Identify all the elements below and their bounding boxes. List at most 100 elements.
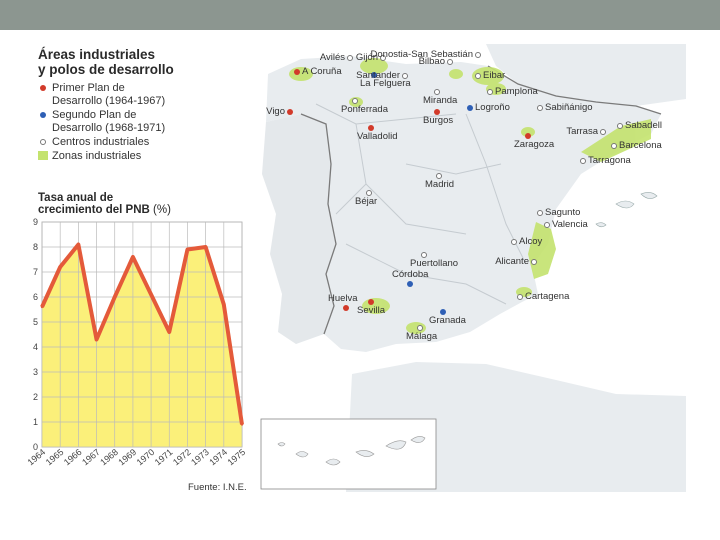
canary-inset [260, 418, 437, 490]
portugal-land [262, 114, 336, 344]
city-label: La Felguera [360, 78, 411, 89]
city-label: Miranda [423, 95, 458, 106]
city-center-marker [531, 259, 537, 265]
city-label: Tarragona [588, 155, 631, 166]
city-label: Bilbao [418, 56, 445, 67]
city-label: A Coruña [302, 66, 342, 77]
city-label: Puertollano [410, 258, 459, 269]
city-center-marker [402, 73, 408, 79]
city-label: Sabiñánigo [545, 102, 593, 113]
legend-label: Centros industriales [52, 136, 150, 148]
city-center-marker [417, 325, 423, 331]
city-center-marker [617, 123, 623, 129]
data-point [95, 338, 98, 341]
y-tick-label: 2 [33, 392, 38, 402]
city-center-marker [434, 89, 440, 95]
data-point [131, 255, 135, 259]
y-tick-label: 1 [33, 417, 38, 427]
y-tick-label: 8 [33, 242, 38, 252]
legend-label: Desarrollo (1968-1971) [52, 122, 166, 134]
x-tick-label: 1974 [207, 447, 229, 468]
y-tick-label: 7 [33, 267, 38, 277]
y-tick-label: 4 [33, 342, 38, 352]
city-center-marker [366, 190, 372, 196]
x-tick-label: 1972 [171, 447, 193, 468]
x-tick-label: 1967 [80, 447, 102, 468]
city-label: Córdoba [392, 269, 429, 280]
legend-item-centers: Centros industriales [38, 136, 165, 149]
city-center-marker [347, 55, 353, 61]
portugal-border [300, 113, 337, 335]
city-center-marker [537, 105, 543, 111]
city-center-marker [611, 143, 617, 149]
city-label: Gijón [355, 52, 378, 63]
city-label: Alcoy [519, 236, 543, 247]
city-label: Eibar [483, 70, 506, 81]
city-label: Ponferrada [341, 104, 389, 115]
x-tick-label: 1970 [135, 447, 157, 468]
city-center-marker [544, 222, 550, 228]
plan2-pole-marker [371, 72, 377, 78]
city-label: Burgos [423, 115, 454, 126]
spain-map [256, 44, 686, 492]
plan1-pole-marker [525, 133, 531, 139]
city-label: Madrid [425, 179, 455, 190]
chart-title-line-2: crecimiento del PNB [38, 204, 150, 216]
plan2-pole-marker [467, 105, 473, 111]
x-tick-label: 1965 [44, 447, 66, 468]
y-tick-label: 0 [33, 442, 38, 452]
city-label: Valladolid [357, 131, 398, 142]
x-tick-label: 1964 [26, 447, 48, 468]
city-label: Málaga [406, 331, 438, 342]
blue-dot-icon [40, 112, 46, 118]
city-label: Sabadell [625, 120, 662, 131]
slide-top-bar [0, 0, 720, 30]
legend-label: Zonas industriales [52, 150, 142, 162]
data-point [113, 295, 116, 299]
data-point [40, 305, 44, 309]
map-legend: Primer Plan de Desarrollo (1964-1967) Seg… [38, 82, 165, 164]
y-tick-label: 6 [33, 292, 38, 302]
city-label: Alicante [495, 256, 529, 267]
region-borders [315, 103, 527, 305]
area-fill [42, 244, 242, 447]
x-tick-label: 1966 [62, 447, 84, 468]
data-point [149, 293, 153, 296]
x-tick-label: 1968 [98, 447, 120, 468]
city-center-marker [537, 210, 543, 216]
city-label: Avilés [319, 52, 345, 63]
legend-item-plan1: Primer Plan de Desarrollo (1964-1967) [38, 82, 165, 108]
france-border [487, 65, 662, 115]
legend-label: Segundo Plan de [52, 109, 137, 121]
city-label: Pamplona [495, 86, 538, 97]
gnp-growth-chart: 0123456789196419651966196719681969197019… [26, 217, 248, 468]
x-tick-label: 1969 [116, 447, 138, 468]
plan2-pole-marker [407, 281, 413, 287]
city-label: Béjar [355, 196, 378, 207]
data-point [204, 245, 207, 249]
plan1-pole-marker [368, 125, 374, 131]
city-label: Zaragoza [514, 139, 555, 150]
city-center-marker [380, 55, 386, 61]
city-label: Barcelona [619, 140, 662, 151]
data-point [58, 265, 62, 269]
city-label: Huelva [328, 293, 358, 304]
city-center-marker [475, 52, 481, 58]
city-center-marker [487, 89, 493, 95]
city-center-marker [580, 158, 586, 164]
city-center-marker [436, 173, 442, 179]
city-label: Vigo [266, 106, 285, 117]
red-dot-icon [40, 85, 46, 91]
data-point [77, 243, 80, 246]
chart-title-unit: (%) [153, 204, 171, 216]
data-point [168, 330, 171, 334]
city-center-marker [421, 252, 427, 258]
city-label: Sevilla [357, 305, 385, 316]
legend-label: Primer Plan de [52, 82, 125, 94]
x-tick-label: 1971 [153, 447, 175, 468]
legend-item-zones: Zonas industriales [38, 150, 165, 163]
x-tick-label: 1975 [226, 447, 248, 468]
france-land [486, 44, 686, 106]
legend-title-line-2: y polos de desarrollo [38, 62, 174, 77]
chart-title-line-1: Tasa anual de [38, 192, 114, 204]
